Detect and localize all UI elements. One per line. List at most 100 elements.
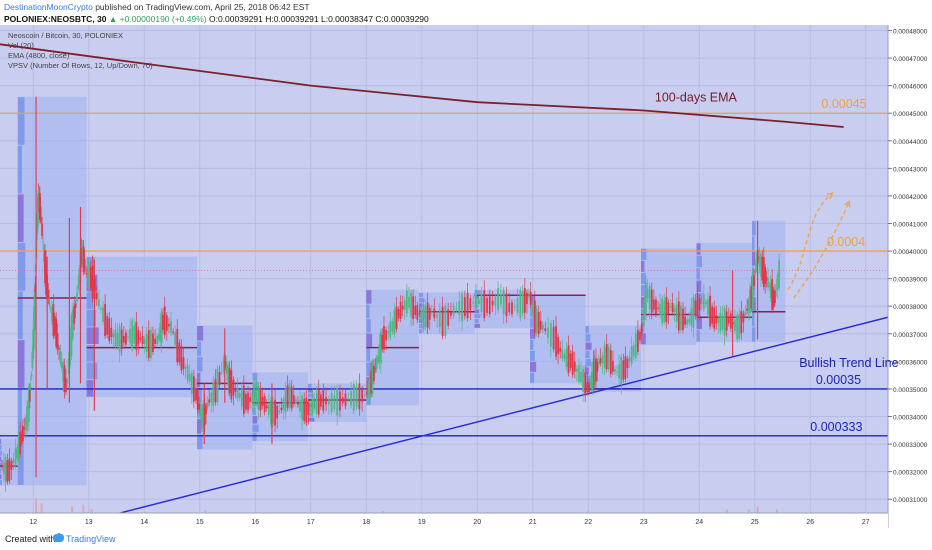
candle-body [23,427,26,430]
candle-body [165,315,168,331]
legend-item-vpsv[interactable]: VPSV (Number Of Rows, 12, Up/Down, 70) [8,61,153,70]
candle-body [444,306,447,336]
vp-row [419,329,423,334]
y-tick-label: 0.00047000 [893,56,928,63]
candle-body [222,358,225,372]
volume-bar [726,509,729,513]
candle-body [301,395,304,421]
candle-body [29,386,32,389]
candle-body [272,403,274,424]
candle-body [383,326,385,350]
candle-body [77,285,80,290]
tradingview-logo-icon [53,533,64,542]
candle-body [721,315,724,330]
candle-body [106,316,109,335]
candle-body [26,406,28,432]
candle-body [234,388,237,392]
candle-body [399,301,402,319]
candle-body [42,241,44,243]
candle-body [628,357,631,362]
candle-body [644,282,647,313]
vp-row [752,221,756,236]
vp-row [308,408,312,412]
vp-row [17,437,24,485]
candle-body [162,314,164,330]
vp-row [530,361,537,372]
candle-body [56,333,59,349]
price-axis-bg[interactable] [888,25,932,528]
candle-body [772,289,775,308]
candle-body [597,361,600,365]
vp-row [86,344,95,362]
candle-body [539,320,542,330]
candle-body [612,360,614,372]
candle-body [408,296,410,308]
candle-body [227,364,230,386]
candle-body [433,308,436,318]
vp-row [585,367,589,375]
candle-body [186,365,189,381]
candle-body [24,418,27,430]
candle-body [65,378,67,393]
vp-row [197,372,201,388]
candle-body [188,374,191,382]
author-link[interactable]: DestinationMoonCrypto [4,2,93,12]
candle-body [253,384,256,407]
candle-body [397,309,400,319]
volume-bar [756,506,759,513]
tradingview-link[interactable]: TradingView [66,534,116,544]
candle-body [665,297,668,323]
candle-body [174,332,177,346]
vp-row [197,388,202,403]
candle-body [305,397,308,423]
legend-item-vol[interactable]: Vol (20) [8,41,34,50]
candle-body [159,323,162,342]
volume-bar [40,503,43,513]
price-chart[interactable]: 0.000450000.000400000.000350000.00033300… [0,25,932,528]
level-label-1: 0.0004 [827,235,865,249]
candle-body [30,374,33,377]
legend-item-ema[interactable]: EMA (4800, close) [8,51,70,60]
projection-arrows[interactable] [787,192,851,299]
candle-body [704,301,707,305]
vp-row [419,292,424,298]
vp-row [17,388,22,437]
candle-body [541,324,544,330]
candle-body [410,292,412,317]
candle-body [391,320,394,332]
candle-body [333,395,336,410]
candle-body [278,410,281,412]
candle-body [212,382,215,406]
vp-row [419,303,423,308]
candle-body [677,301,680,331]
x-tick-label: 21 [529,519,537,526]
candle-body [1,466,3,468]
candle-body [686,319,689,325]
candle-body [578,365,580,382]
time-axis-bg[interactable] [0,513,888,528]
candle-body [67,358,70,374]
candle-body [205,405,207,415]
candle-body [688,318,691,323]
candle-body [198,403,201,410]
candle-body [758,256,761,267]
candle-body [230,370,233,400]
candle-body [563,353,566,360]
candle-body [152,333,154,352]
candle-body [684,316,686,325]
x-tick-label: 27 [862,519,870,526]
vp-row [585,326,589,334]
candle-body [249,397,251,402]
candle-body [593,361,596,386]
y-tick-label: 0.00046000 [893,84,928,91]
trend-line[interactable] [44,316,889,528]
candle-body [630,346,633,364]
vp-row [252,415,258,424]
candle-body [255,389,258,402]
candle-body [559,347,562,352]
candle-body [497,288,500,310]
candle-body [263,396,266,413]
ema-line[interactable] [0,43,844,128]
candle-body [709,295,711,327]
candle-body [561,349,564,359]
